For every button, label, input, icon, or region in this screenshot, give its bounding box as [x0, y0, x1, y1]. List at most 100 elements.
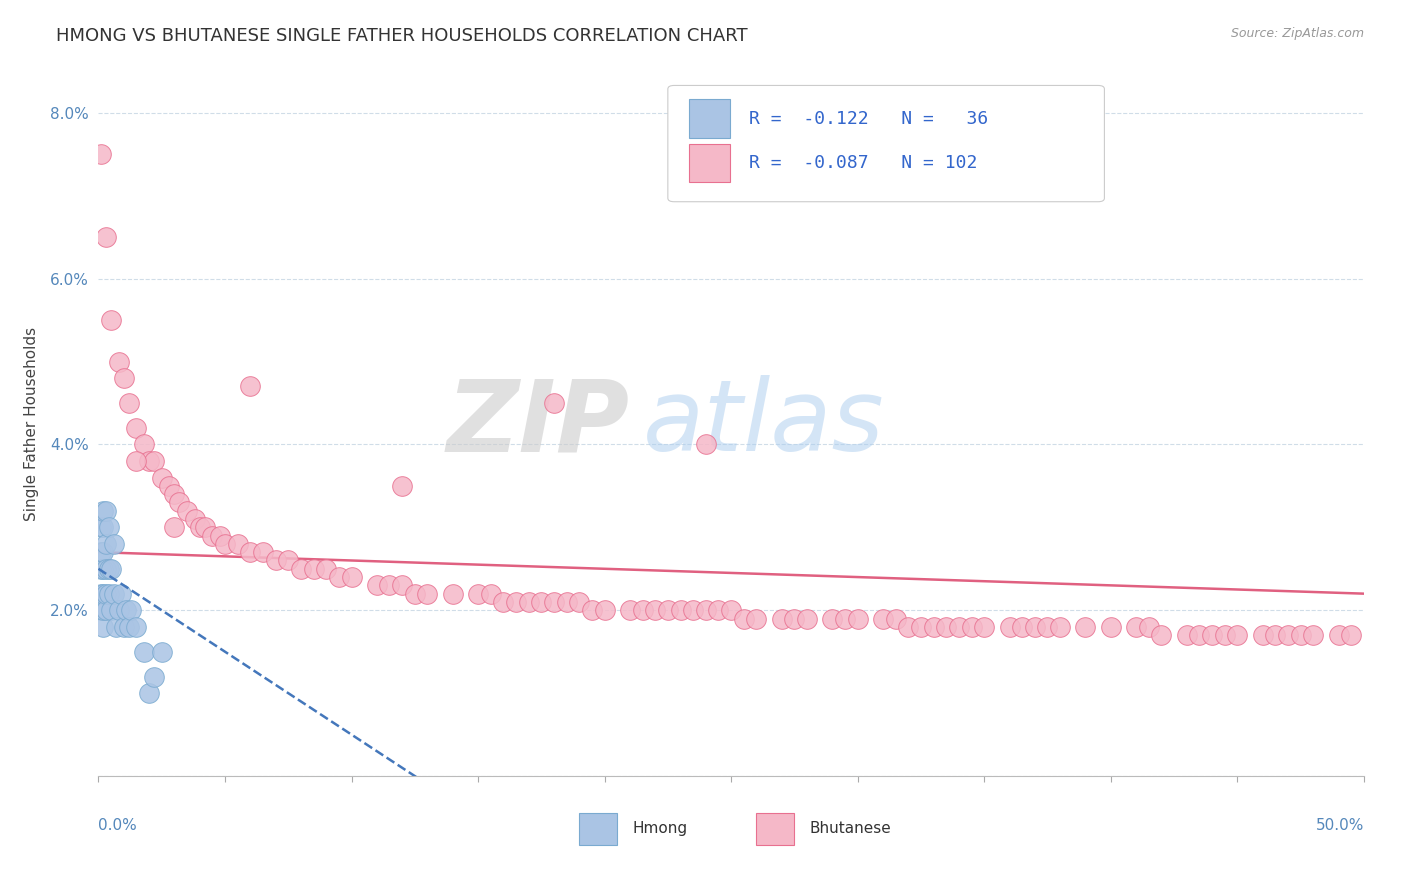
Point [157, 479, 180, 493]
Point [100, 313, 122, 327]
Point [93, 545, 115, 559]
Point [745, 611, 768, 625]
Point [568, 595, 591, 609]
Point [150, 470, 173, 484]
Point [252, 545, 274, 559]
Point [143, 669, 166, 683]
Point [821, 611, 844, 625]
Y-axis label: Single Father Households: Single Father Households [24, 326, 39, 521]
Point [935, 620, 957, 634]
Point [1302, 628, 1324, 642]
Bar [689, 99, 730, 138]
Point [93, 587, 115, 601]
Point [277, 553, 299, 567]
Point [960, 620, 983, 634]
Point [467, 587, 489, 601]
Point [188, 520, 211, 534]
FancyBboxPatch shape [668, 86, 1105, 202]
Point [1074, 620, 1097, 634]
Point [1049, 620, 1071, 634]
Point [707, 603, 730, 617]
Point [922, 620, 945, 634]
Point [150, 645, 173, 659]
Point [973, 620, 995, 634]
Point [90, 562, 112, 576]
Point [290, 562, 312, 576]
Point [138, 686, 160, 700]
Point [120, 603, 142, 617]
Point [796, 611, 818, 625]
Point [695, 437, 717, 451]
Text: atlas: atlas [643, 376, 884, 472]
Point [239, 545, 262, 559]
Point [264, 553, 287, 567]
Point [143, 454, 166, 468]
Point [94, 562, 117, 576]
Text: Bhutanese: Bhutanese [810, 822, 891, 837]
Point [163, 487, 186, 501]
Text: ZIP: ZIP [447, 376, 630, 472]
Point [733, 611, 755, 625]
Point [132, 645, 155, 659]
Point [770, 611, 793, 625]
Text: Source: ZipAtlas.com: Source: ZipAtlas.com [1230, 27, 1364, 40]
Point [998, 620, 1021, 634]
Point [94, 230, 117, 244]
Point [783, 611, 806, 625]
Point [183, 512, 205, 526]
Point [1277, 628, 1299, 642]
Point [163, 520, 186, 534]
Point [1150, 628, 1173, 642]
Point [94, 504, 117, 518]
Point [404, 587, 426, 601]
Point [910, 620, 932, 634]
Point [1175, 628, 1198, 642]
Point [1099, 620, 1122, 634]
Point [1327, 628, 1350, 642]
Point [176, 504, 198, 518]
Point [138, 454, 160, 468]
Point [581, 603, 603, 617]
Point [201, 528, 224, 542]
Point [695, 603, 717, 617]
Point [1340, 628, 1362, 642]
Bar [689, 144, 730, 182]
Point [93, 562, 115, 576]
Point [1011, 620, 1033, 634]
Point [441, 587, 464, 601]
Point [1264, 628, 1286, 642]
Point [107, 354, 129, 368]
Point [132, 437, 155, 451]
Point [97, 562, 120, 576]
Point [118, 396, 141, 410]
Point [897, 620, 920, 634]
Point [1226, 628, 1249, 642]
Point [391, 578, 413, 592]
Point [97, 520, 120, 534]
Point [125, 454, 148, 468]
Point [1201, 628, 1223, 642]
Point [94, 537, 117, 551]
Point [543, 595, 565, 609]
Point [517, 595, 540, 609]
Point [834, 611, 856, 625]
Point [93, 603, 115, 617]
Point [530, 595, 553, 609]
Point [720, 603, 742, 617]
Point [1251, 628, 1274, 642]
Text: Hmong: Hmong [633, 822, 688, 837]
Text: 50.0%: 50.0% [1316, 818, 1364, 833]
Point [669, 603, 692, 617]
Point [90, 587, 112, 601]
Point [378, 578, 401, 592]
Point [1137, 620, 1160, 634]
Point [315, 562, 337, 576]
Point [90, 545, 112, 559]
Point [1188, 628, 1211, 642]
Point [1125, 620, 1147, 634]
Point [97, 587, 120, 601]
Point [543, 396, 565, 410]
Point [93, 520, 115, 534]
Point [112, 371, 135, 385]
Point [884, 611, 907, 625]
